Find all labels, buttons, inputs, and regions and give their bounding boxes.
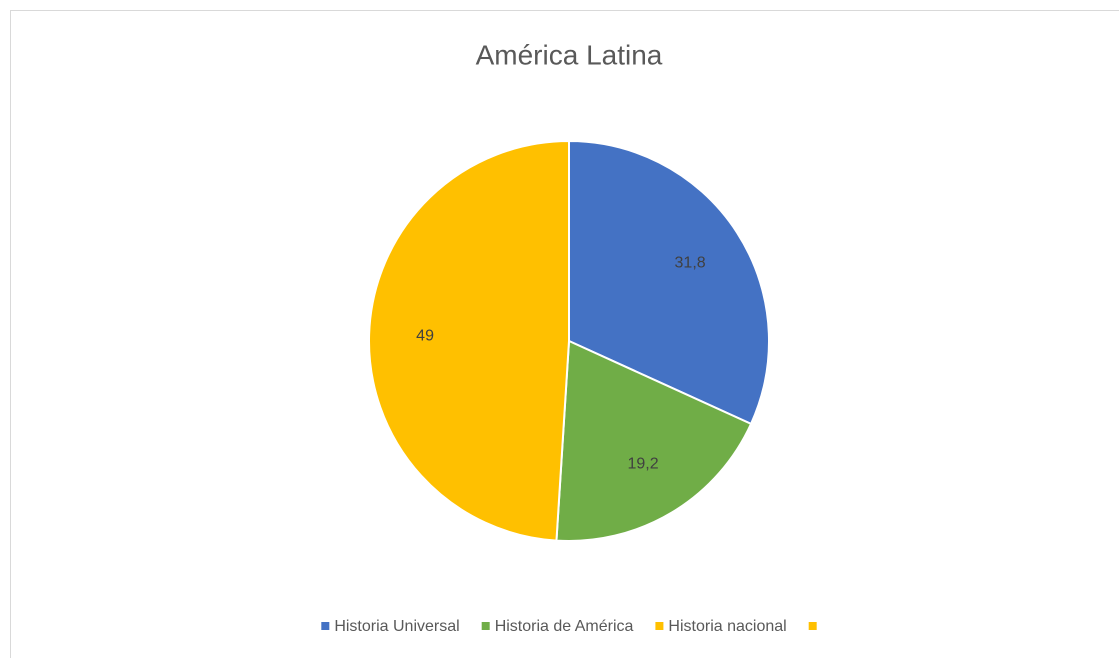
- legend-swatch: [321, 622, 330, 630]
- legend-swatch: [808, 622, 817, 630]
- legend-swatch: [655, 622, 664, 630]
- data-label: 31,8: [675, 254, 706, 271]
- chart-title: América Latina: [476, 39, 663, 70]
- legend-label: Historia Universal: [334, 618, 459, 635]
- legend-label: Historia de América: [495, 618, 634, 635]
- data-label: 19,2: [628, 456, 659, 473]
- pie-slice: [568, 139, 770, 426]
- pie-slice: [555, 339, 753, 542]
- pie-slice: [368, 139, 570, 542]
- data-label: 49: [416, 328, 434, 345]
- legend-swatch: [481, 622, 490, 630]
- legend-label: Historia nacional: [668, 618, 786, 635]
